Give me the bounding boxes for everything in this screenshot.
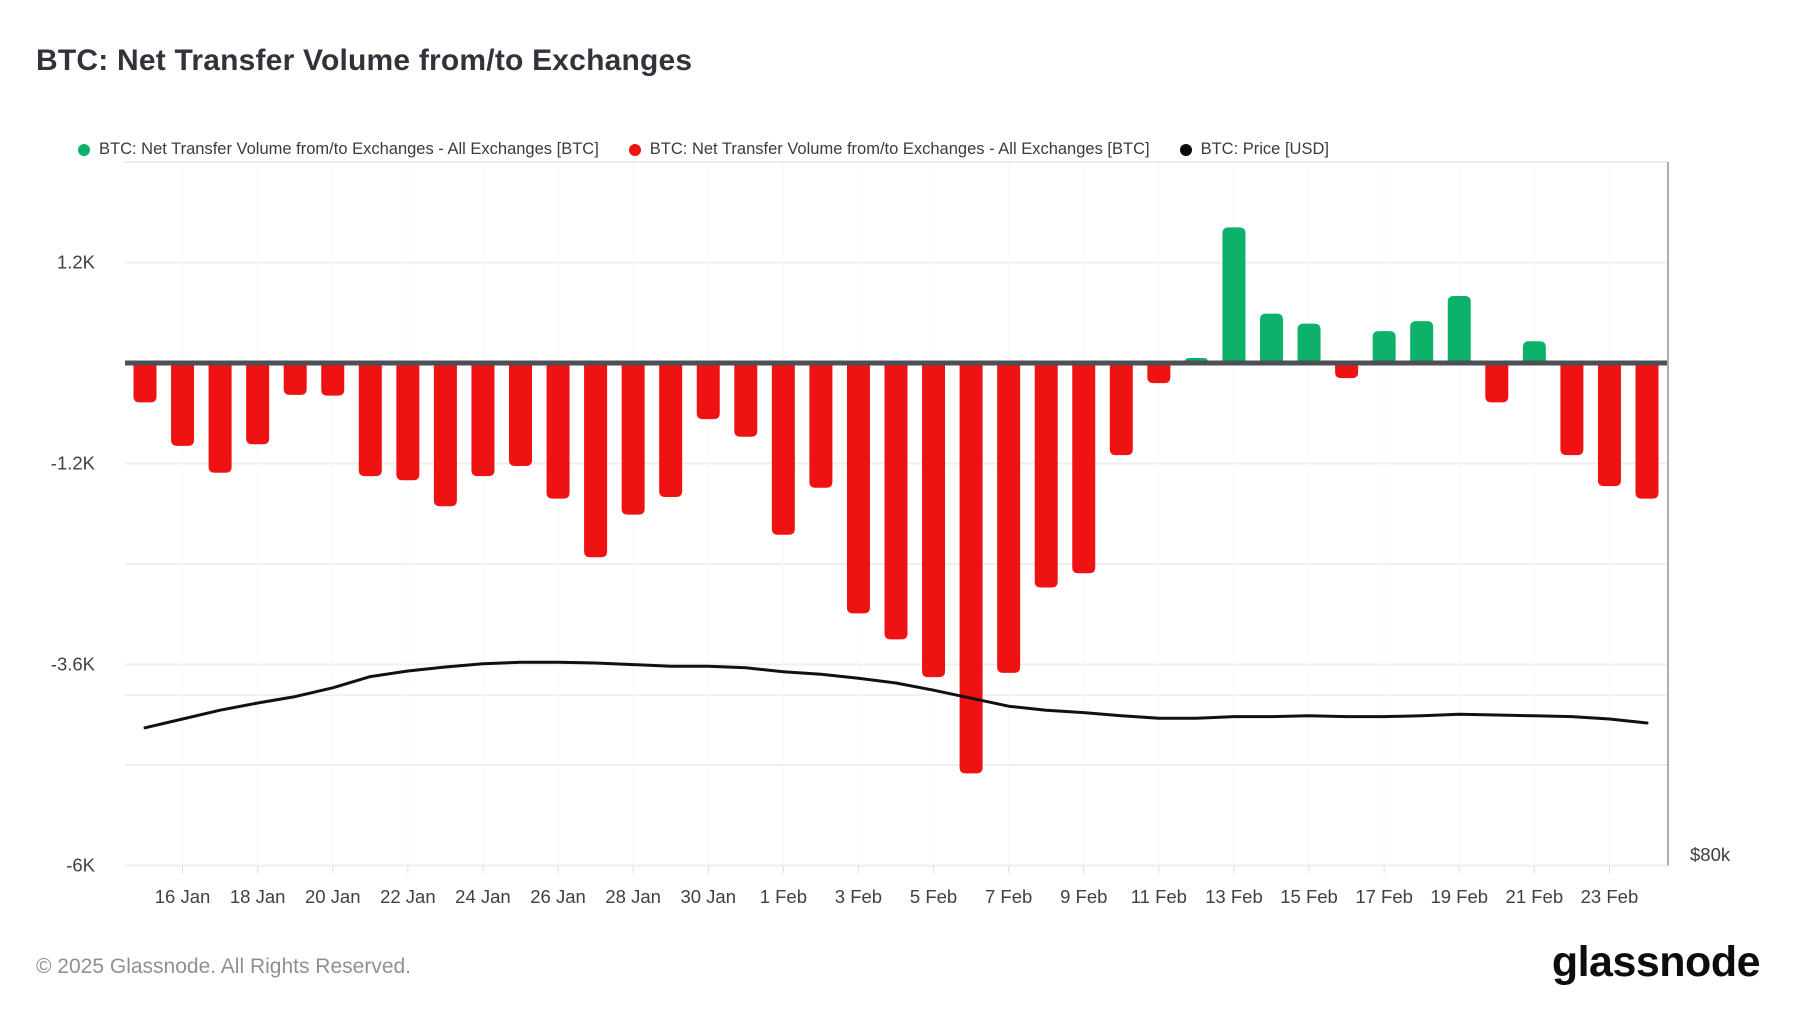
- x-axis-tick-label: 28 Jan: [605, 886, 661, 907]
- bar: [509, 363, 532, 467]
- bar: [997, 363, 1021, 673]
- red-dot-icon: [628, 143, 641, 156]
- x-axis-tick-label: 13 Feb: [1205, 886, 1263, 907]
- bar: [771, 363, 795, 535]
- bar: [1335, 363, 1359, 379]
- x-axis-tick-label: 5 Feb: [910, 886, 957, 907]
- y-axis-tick-label: -1.2K: [51, 453, 96, 474]
- x-axis-tick-label: 26 Jan: [530, 886, 586, 907]
- x-axis-tick-label: 11 Feb: [1131, 886, 1187, 907]
- bar: [171, 363, 195, 446]
- x-axis-tick-label: 7 Feb: [985, 886, 1032, 907]
- x-axis-tick-label: 17 Feb: [1355, 886, 1413, 907]
- x-axis-tick-label: 20 Jan: [305, 886, 361, 907]
- bar: [1597, 363, 1621, 487]
- bar: [1635, 363, 1659, 499]
- bar: [1222, 227, 1246, 363]
- bar: [922, 363, 946, 678]
- green-dot-icon: [78, 143, 90, 156]
- bar: [246, 363, 270, 445]
- y-axis-right-tick-label: $80k: [1690, 844, 1731, 865]
- x-axis-tick-label: 30 Jan: [680, 886, 736, 907]
- legend-label: BTC: Net Transfer Volume from/to Exchang…: [99, 140, 599, 158]
- legend-item-price[interactable]: BTC: Price [USD]: [1179, 140, 1329, 159]
- chart-title: BTC: Net Transfer Volume from/to Exchang…: [36, 44, 693, 77]
- x-axis-tick-label: 24 Jan: [455, 886, 511, 907]
- bar: [1410, 321, 1434, 363]
- x-axis-tick-label: 21 Feb: [1506, 886, 1564, 907]
- bar: [1522, 341, 1546, 363]
- y-axis-tick-label: 1.2K: [57, 252, 96, 273]
- x-axis-tick-label: 16 Jan: [155, 886, 211, 907]
- bar: [1147, 363, 1171, 384]
- bar: [959, 363, 983, 774]
- bar: [884, 363, 908, 640]
- bar: [1447, 296, 1471, 363]
- y-axis-tick-label: -3.6K: [51, 654, 96, 675]
- axis-labels: 1.2K -1.2K -3.6K -6K $80k 16 Jan 18 Jan 20 Jan 2…: [51, 252, 1731, 908]
- bar: [321, 363, 345, 396]
- x-axis-tick-label: 23 Feb: [1581, 886, 1639, 907]
- x-axis-tick-label: 3 Feb: [835, 886, 882, 907]
- bar: [584, 363, 608, 558]
- y-axis-tick-label: -6K: [66, 855, 95, 876]
- bar: [1297, 323, 1321, 363]
- bar: [1072, 363, 1096, 574]
- bar: [809, 363, 833, 488]
- legend-label: BTC: Net Transfer Volume from/to Exchang…: [649, 140, 1150, 158]
- legend: BTC: Net Transfer Volume from/to Exchang…: [78, 140, 1329, 159]
- bar: [358, 363, 382, 477]
- copyright-text: © 2025 Glassnode. All Rights Reserved.: [36, 955, 412, 978]
- bar: [659, 363, 683, 497]
- price-line[interactable]: [143, 660, 1649, 730]
- bar: [846, 363, 870, 614]
- glassnode-logo[interactable]: glassnode: [1551, 938, 1761, 986]
- bar: [433, 363, 457, 507]
- x-axis-tick-label: 18 Jan: [230, 886, 286, 907]
- bar: [621, 363, 645, 515]
- bar: [1372, 331, 1396, 363]
- legend-label: BTC: Price [USD]: [1200, 140, 1329, 158]
- bar: [396, 363, 420, 481]
- bar: [1485, 363, 1509, 403]
- black-dot-icon: [1179, 143, 1192, 156]
- bar: [1034, 363, 1058, 588]
- net-transfer-bars[interactable]: [133, 227, 1659, 774]
- bar: [471, 363, 495, 477]
- bar: [208, 363, 232, 473]
- legend-item-inflow[interactable]: BTC: Net Transfer Volume from/to Exchang…: [78, 140, 599, 159]
- bar: [1560, 363, 1584, 456]
- bar: [1109, 363, 1133, 456]
- x-axis-tick-label: 1 Feb: [760, 886, 807, 907]
- bar: [133, 363, 157, 403]
- bar: [546, 363, 570, 499]
- x-axis-tick-label: 22 Jan: [380, 886, 436, 907]
- x-axis-tick-label: 19 Feb: [1430, 886, 1488, 907]
- bar: [283, 363, 307, 395]
- legend-item-outflow[interactable]: BTC: Net Transfer Volume from/to Exchang…: [628, 140, 1150, 159]
- bar: [696, 363, 720, 420]
- bar: [1260, 313, 1283, 363]
- bar: [734, 363, 758, 437]
- x-axis-tick-label: 9 Feb: [1060, 886, 1107, 907]
- x-axis-tick-label: 15 Feb: [1280, 886, 1338, 907]
